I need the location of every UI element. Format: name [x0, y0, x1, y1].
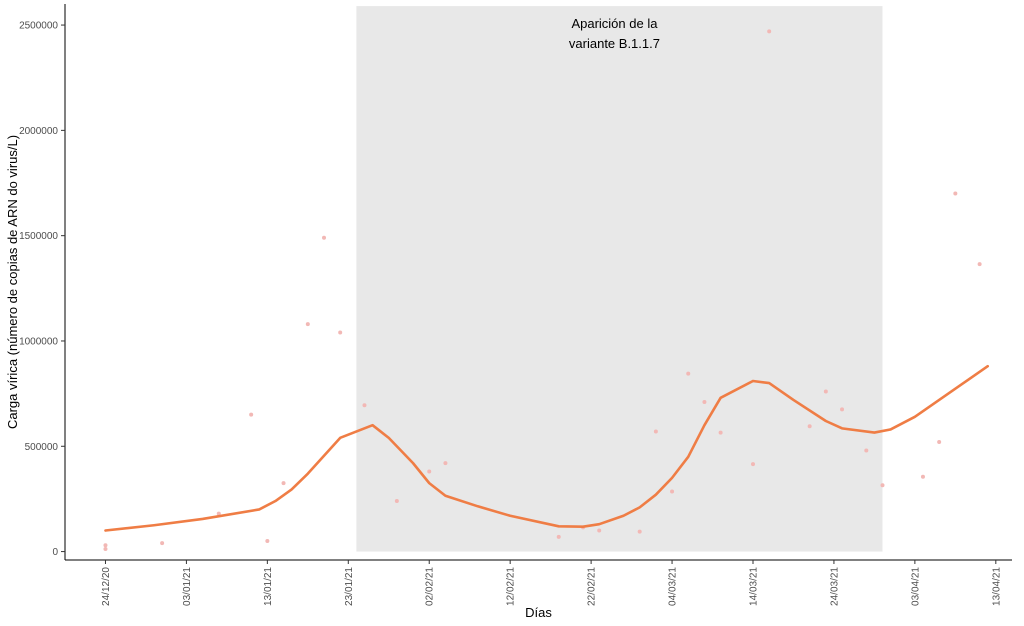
data-point — [653, 429, 658, 434]
annotation-layer: Aparición de la variante B.1.1.7 — [569, 16, 660, 51]
data-point — [160, 541, 165, 546]
points-layer — [103, 29, 982, 552]
x-tick-label: 04/03/21 — [668, 567, 679, 606]
data-point — [767, 29, 772, 34]
x-tick-label: 03/04/21 — [910, 567, 921, 606]
data-point — [265, 539, 270, 544]
data-point — [920, 474, 925, 479]
data-point — [597, 528, 602, 533]
x-tick-label: 22/02/21 — [587, 567, 598, 606]
annotation-line-2: variante B.1.1.7 — [569, 36, 660, 51]
y-axis-ticks: 0 500000 1000000 1500000 2000000 2500000 — [19, 21, 65, 558]
data-point — [103, 547, 108, 552]
data-point — [394, 499, 399, 504]
y-tick-label: 500000 — [25, 442, 59, 453]
data-point — [670, 489, 675, 494]
data-point — [880, 483, 885, 488]
data-point — [702, 400, 707, 405]
data-point — [362, 403, 367, 408]
data-point — [937, 440, 942, 445]
data-point — [840, 407, 845, 412]
x-tick-label: 24/12/20 — [101, 567, 112, 606]
y-tick-label: 0 — [52, 547, 58, 558]
y-axis-title: Carga vírica (número de copias de ARN do… — [5, 135, 20, 429]
x-tick-label: 23/01/21 — [344, 567, 355, 606]
data-point — [443, 461, 448, 466]
data-point — [750, 462, 755, 467]
data-point — [823, 389, 828, 394]
highlight-region-layer — [356, 6, 883, 552]
data-point — [637, 529, 642, 534]
axes-layer — [64, 4, 1012, 561]
x-tick-label: 13/01/21 — [263, 567, 274, 606]
x-tick-label: 02/02/21 — [425, 567, 436, 606]
data-point — [249, 412, 254, 417]
data-point — [103, 543, 108, 548]
x-tick-label: 13/04/21 — [991, 567, 1002, 606]
data-point — [322, 235, 327, 240]
data-point — [977, 262, 982, 267]
data-point — [305, 322, 310, 327]
smoothed-trend-line — [104, 364, 990, 532]
data-point — [427, 469, 432, 474]
x-tick-label: 03/01/21 — [182, 567, 193, 606]
x-tick-label: 12/02/21 — [506, 567, 517, 606]
y-tick-label: 1500000 — [19, 231, 58, 242]
annotation-line-1: Aparición de la — [571, 16, 658, 31]
x-axis-ticks: 24/12/20 03/01/21 13/01/21 23/01/21 02/02/21… — [101, 560, 1002, 606]
x-tick-label: 24/03/21 — [829, 567, 840, 606]
variant-period-region — [356, 6, 883, 552]
data-point — [556, 534, 561, 539]
data-point — [216, 511, 221, 516]
y-tick-label: 2500000 — [19, 21, 58, 32]
x-tick-label: 14/03/21 — [748, 567, 759, 606]
y-tick-label: 2000000 — [19, 126, 58, 137]
data-point — [953, 191, 958, 196]
data-point — [281, 481, 286, 486]
y-tick-label: 1000000 — [19, 336, 58, 347]
data-point — [338, 330, 343, 335]
data-point — [686, 371, 691, 376]
data-point — [864, 448, 869, 453]
data-point — [807, 424, 812, 429]
trend-line-layer — [104, 364, 990, 532]
x-axis-title: Días — [525, 605, 552, 620]
data-point — [718, 430, 723, 435]
